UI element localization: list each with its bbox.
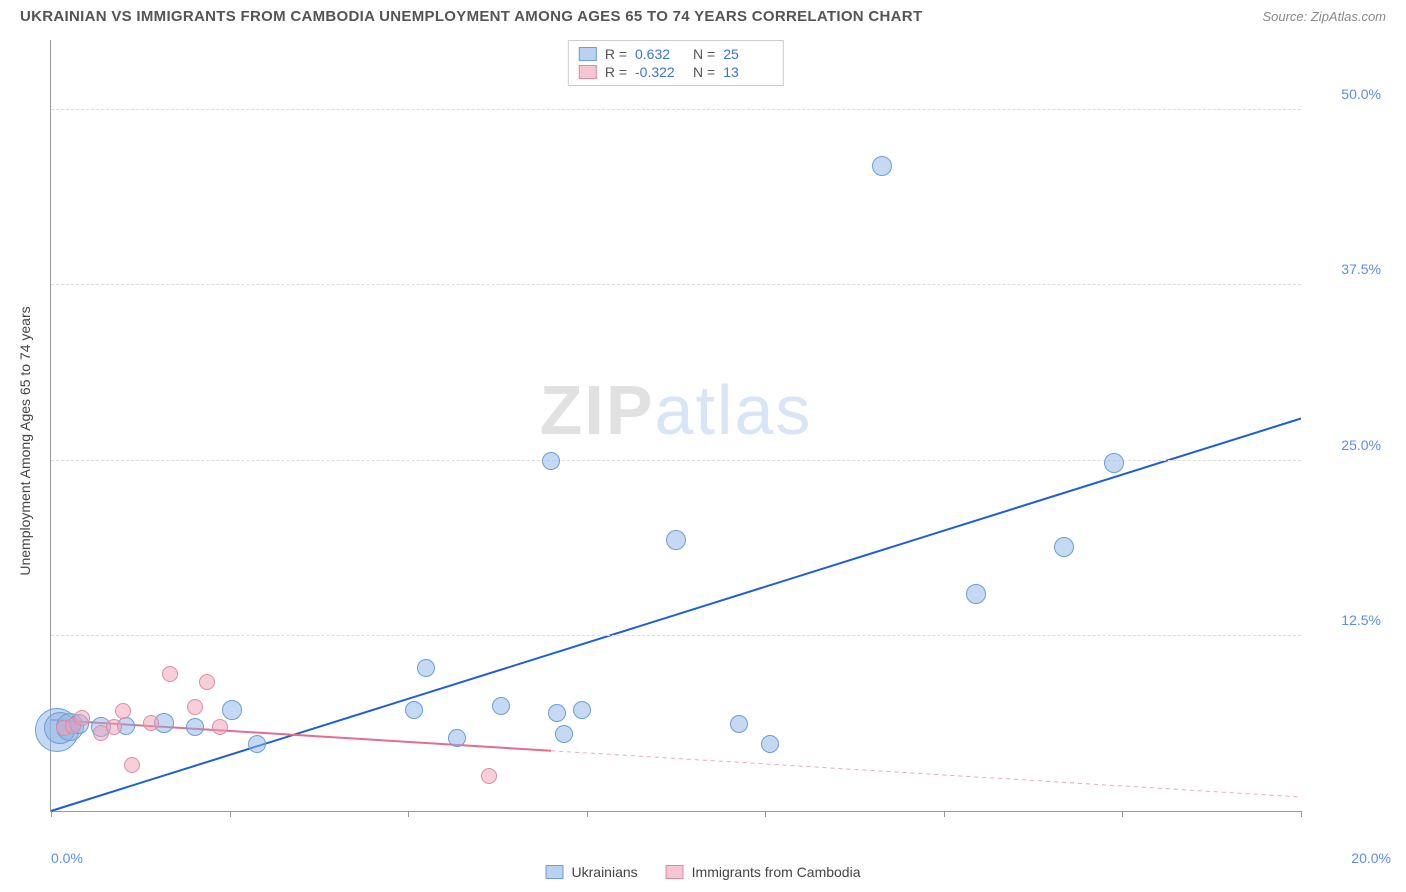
- x-tick: [1122, 811, 1123, 817]
- legend-swatch: [579, 65, 597, 79]
- y-tick-label: 37.5%: [1311, 261, 1381, 277]
- r-label: R =: [605, 46, 627, 62]
- data-point: [162, 666, 178, 682]
- data-point: [124, 757, 140, 773]
- correlation-legend: R = 0.632 N = 25 R = -0.322 N = 13: [568, 40, 784, 86]
- legend-row: R = 0.632 N = 25: [579, 45, 773, 63]
- x-tick: [230, 811, 231, 817]
- x-axis-start-label: 0.0%: [51, 850, 83, 866]
- legend-item: Immigrants from Cambodia: [666, 864, 861, 880]
- legend-label: Ukrainians: [572, 864, 638, 880]
- x-tick: [944, 811, 945, 817]
- y-axis-label: Unemployment Among Ages 65 to 74 years: [17, 306, 33, 575]
- n-value: 13: [723, 64, 773, 80]
- data-point: [872, 156, 892, 176]
- legend-swatch: [546, 865, 564, 879]
- data-point: [106, 719, 122, 735]
- data-point: [74, 710, 90, 726]
- source-label: Source: ZipAtlas.com: [1262, 9, 1386, 24]
- n-label: N =: [693, 64, 715, 80]
- n-value: 25: [723, 46, 773, 62]
- data-point: [730, 715, 748, 733]
- data-point: [448, 729, 466, 747]
- data-point: [199, 674, 215, 690]
- header: UKRAINIAN VS IMMIGRANTS FROM CAMBODIA UN…: [0, 0, 1406, 31]
- legend-label: Immigrants from Cambodia: [692, 864, 861, 880]
- n-label: N =: [693, 46, 715, 62]
- trend-lines: [51, 40, 1301, 811]
- data-point: [143, 715, 159, 731]
- data-point: [1054, 537, 1074, 557]
- data-point: [555, 725, 573, 743]
- data-point: [548, 704, 566, 722]
- r-value: -0.322: [635, 64, 685, 80]
- y-tick-label: 25.0%: [1311, 437, 1381, 453]
- legend-row: R = -0.322 N = 13: [579, 63, 773, 81]
- data-point: [666, 530, 686, 550]
- data-point: [248, 735, 266, 753]
- plot-area: R =0.632N =25R =-0.322N =13 ZIPatlas 0.0…: [50, 40, 1301, 812]
- legend-item: Ukrainians: [546, 864, 638, 880]
- data-point: [1104, 453, 1124, 473]
- data-point: [187, 699, 203, 715]
- data-point: [573, 701, 591, 719]
- x-tick: [765, 811, 766, 817]
- x-tick: [1301, 811, 1302, 817]
- series-legend: Ukrainians Immigrants from Cambodia: [546, 864, 861, 880]
- y-tick-label: 12.5%: [1311, 612, 1381, 628]
- gridline: [51, 635, 1301, 636]
- x-tick: [587, 811, 588, 817]
- y-tick-label: 50.0%: [1311, 86, 1381, 102]
- data-point: [115, 703, 131, 719]
- x-tick: [51, 811, 52, 817]
- data-point: [405, 701, 423, 719]
- data-point: [481, 768, 497, 784]
- data-point: [417, 659, 435, 677]
- r-label: R =: [605, 64, 627, 80]
- data-point: [966, 584, 986, 604]
- gridline: [51, 284, 1301, 285]
- data-point: [222, 700, 242, 720]
- r-value: 0.632: [635, 46, 685, 62]
- legend-swatch: [666, 865, 684, 879]
- chart-title: UKRAINIAN VS IMMIGRANTS FROM CAMBODIA UN…: [20, 8, 922, 25]
- data-point: [186, 718, 204, 736]
- legend-swatch: [579, 47, 597, 61]
- data-point: [492, 697, 510, 715]
- data-point: [542, 452, 560, 470]
- gridline: [51, 109, 1301, 110]
- data-point: [761, 735, 779, 753]
- chart-container: Unemployment Among Ages 65 to 74 years R…: [50, 40, 1391, 842]
- x-tick: [408, 811, 409, 817]
- x-axis-end-label: 20.0%: [1351, 850, 1391, 866]
- data-point: [212, 719, 228, 735]
